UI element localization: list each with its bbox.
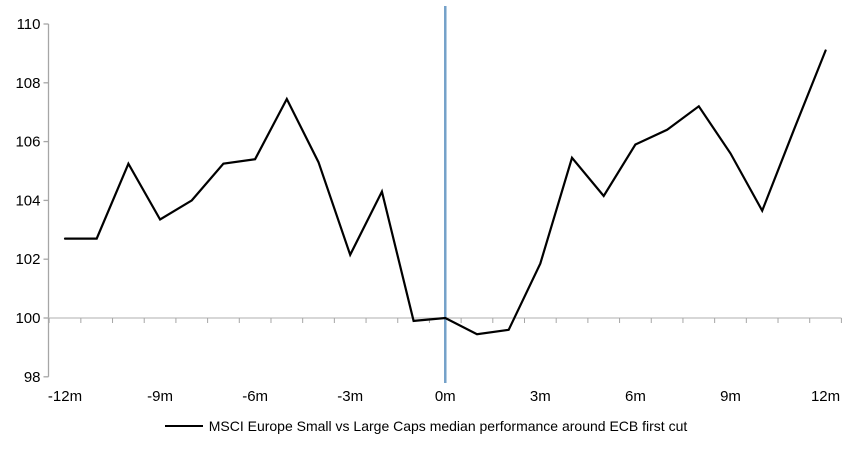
legend-line-swatch	[164, 425, 203, 427]
y-tick-label: 100	[15, 310, 40, 327]
x-tick-label: 3m	[530, 388, 551, 405]
y-tick-label: 104	[15, 192, 40, 209]
x-tick-label: -9m	[147, 388, 173, 405]
x-tick-label: 0m	[435, 388, 456, 405]
x-tick-label: 6m	[625, 388, 646, 405]
y-tick-label: 108	[15, 75, 40, 92]
x-tick-label: -3m	[337, 388, 363, 405]
y-tick-label: 106	[15, 134, 40, 151]
legend-series-label: MSCI Europe Small vs Large Caps median p…	[208, 418, 688, 434]
x-tick-label: -6m	[242, 388, 268, 405]
y-tick-label: 110	[17, 16, 41, 33]
x-tick-label: 12m	[811, 388, 840, 405]
y-tick-label: 98	[24, 369, 41, 386]
chart-legend: MSCI Europe Small vs Large Caps median p…	[0, 418, 852, 434]
y-tick-label: 102	[15, 251, 40, 268]
x-tick-label: -12m	[48, 388, 82, 405]
x-tick-label: 9m	[720, 388, 741, 405]
series-line-msci-small-vs-large	[63, 49, 827, 336]
